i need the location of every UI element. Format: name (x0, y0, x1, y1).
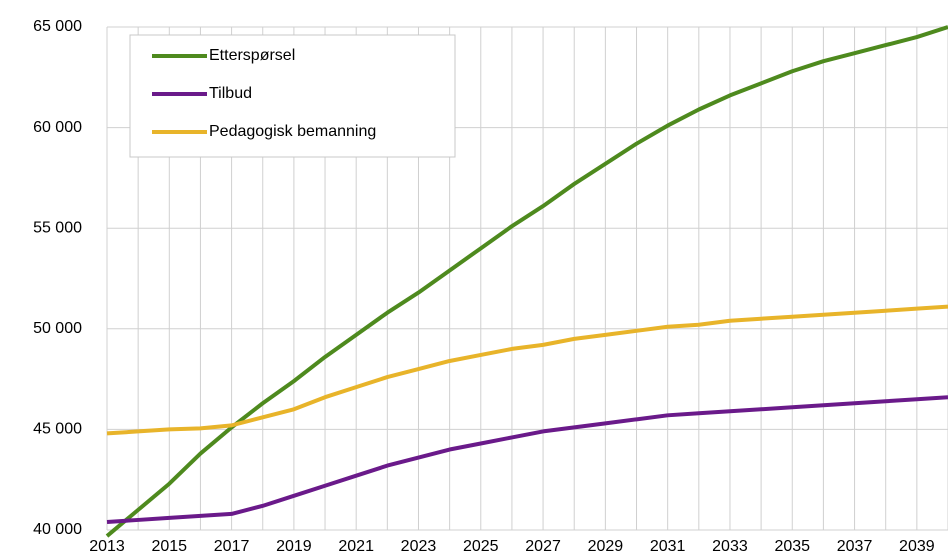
x-tick-label: 2021 (338, 538, 374, 555)
x-tick-label: 2017 (214, 538, 250, 555)
x-tick-label: 2035 (774, 538, 810, 555)
y-tick-label: 65 000 (33, 18, 82, 35)
legend-label: Tilbud (209, 85, 252, 102)
x-tick-label: 2039 (899, 538, 935, 555)
legend-label: Pedagogisk bemanning (209, 123, 376, 140)
x-tick-label: 2031 (650, 538, 686, 555)
y-tick-label: 40 000 (33, 521, 82, 538)
y-tick-label: 60 000 (33, 119, 82, 136)
y-tick-label: 50 000 (33, 320, 82, 337)
x-tick-label: 2037 (837, 538, 873, 555)
x-tick-label: 2023 (401, 538, 437, 555)
x-tick-label: 2019 (276, 538, 312, 555)
series-line (106, 395, 948, 524)
y-tick-label: 45 000 (33, 421, 82, 438)
legend-label: Etterspørsel (209, 47, 295, 64)
series-line (106, 304, 948, 436)
x-tick-label: 2033 (712, 538, 748, 555)
x-tick-label: 2027 (525, 538, 561, 555)
y-tick-label: 55 000 (33, 219, 82, 236)
x-tick-label: 2015 (151, 538, 187, 555)
series-line (105, 25, 948, 538)
x-tick-label: 2029 (588, 538, 624, 555)
x-tick-label: 2013 (89, 538, 125, 555)
x-tick-label: 2025 (463, 538, 499, 555)
